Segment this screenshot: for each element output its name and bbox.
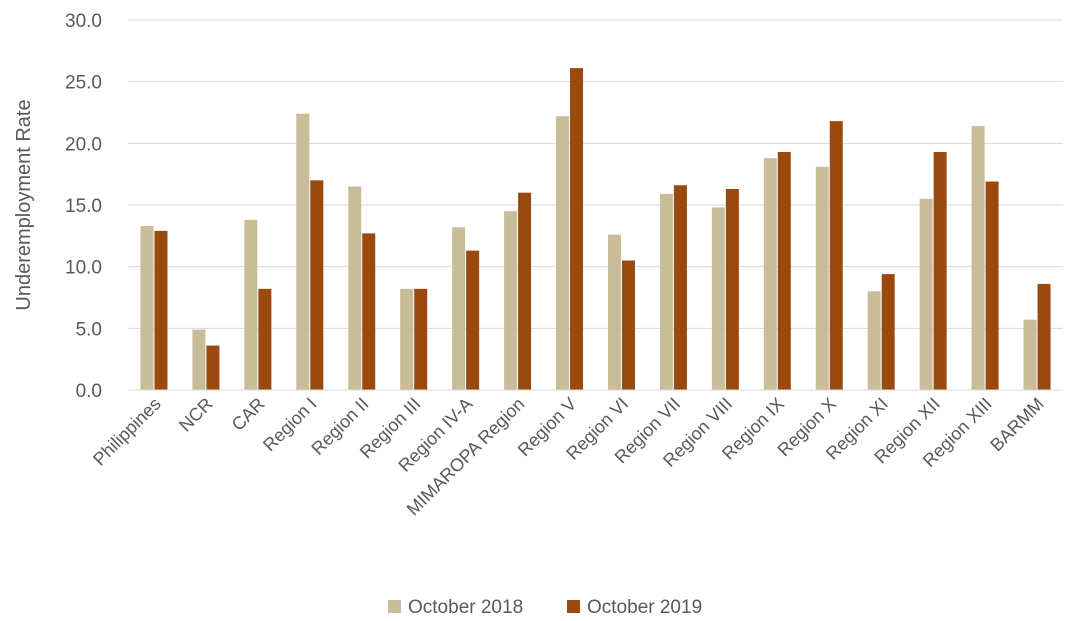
legend-label-october-2018: October 2018 bbox=[408, 597, 523, 618]
bar-ncr-series-1 bbox=[192, 329, 206, 390]
bar-region-iii-series-2 bbox=[414, 288, 428, 390]
y-tick-label: 30.0 bbox=[65, 11, 102, 32]
bar-region-xi-series-2 bbox=[881, 274, 895, 390]
bar-region-viii-series-2 bbox=[725, 188, 739, 390]
bar-region-xii-series-1 bbox=[919, 198, 933, 390]
bar-mimaropa-region-series-2 bbox=[518, 192, 532, 390]
bar-region-v-series-2 bbox=[570, 68, 584, 390]
bar-region-xiii-series-1 bbox=[971, 126, 985, 391]
bar-region-vi-series-2 bbox=[621, 260, 635, 390]
bar-barmm-series-1 bbox=[1023, 319, 1037, 390]
bar-philippines-series-1 bbox=[140, 225, 154, 390]
bar-region-iv-a-series-1 bbox=[452, 227, 466, 390]
x-tick-label: CAR bbox=[228, 394, 269, 435]
gridlines bbox=[128, 19, 1063, 329]
x-tick-label: BARMM bbox=[986, 394, 1048, 456]
bar-mimaropa-region-series-1 bbox=[504, 211, 518, 390]
y-tick-label: 10.0 bbox=[65, 258, 102, 279]
bar-region-xii-series-2 bbox=[933, 151, 947, 390]
x-tick-label: NCR bbox=[175, 394, 217, 436]
y-tick-label: 5.0 bbox=[76, 319, 102, 340]
bar-region-ii-series-1 bbox=[348, 186, 362, 390]
bar-region-i-series-1 bbox=[296, 113, 310, 390]
bar-philippines-series-2 bbox=[154, 230, 168, 390]
legend-swatch-october-2018 bbox=[388, 600, 401, 613]
bar-region-vii-series-2 bbox=[673, 185, 687, 390]
bar-region-xiii-series-2 bbox=[985, 181, 999, 390]
bar-region-vi-series-1 bbox=[607, 234, 621, 390]
bar-region-xi-series-1 bbox=[867, 291, 881, 390]
bar-region-ix-series-1 bbox=[763, 158, 777, 390]
bar-region-v-series-1 bbox=[556, 116, 570, 390]
bar-region-ix-series-2 bbox=[777, 151, 791, 390]
bar-car-series-1 bbox=[244, 219, 258, 390]
bar-barmm-series-2 bbox=[1037, 283, 1051, 390]
bar-region-viii-series-1 bbox=[711, 207, 725, 390]
bar-region-iii-series-1 bbox=[400, 288, 414, 390]
y-tick-label: 0.0 bbox=[76, 381, 102, 402]
y-tick-label: 25.0 bbox=[65, 73, 102, 94]
bar-region-i-series-2 bbox=[310, 180, 324, 390]
bar-region-x-series-2 bbox=[829, 121, 843, 390]
bar-region-x-series-1 bbox=[815, 166, 829, 390]
legend-swatch-october-2019 bbox=[567, 600, 580, 613]
legend-label-october-2019: October 2019 bbox=[587, 597, 702, 618]
bars bbox=[140, 68, 1051, 391]
bar-region-vii-series-1 bbox=[659, 193, 673, 390]
y-axis-title: Underemployment Rate bbox=[13, 99, 35, 310]
bar-car-series-2 bbox=[258, 288, 272, 390]
bar-region-ii-series-2 bbox=[362, 233, 376, 390]
y-axis-ticks: 0.0 5.0 10.0 15.0 20.0 25.0 30.0 bbox=[65, 11, 102, 402]
bar-region-iv-a-series-2 bbox=[466, 250, 480, 390]
x-tick-label: Philippines bbox=[89, 394, 165, 470]
y-tick-label: 15.0 bbox=[65, 196, 102, 217]
bar-ncr-series-2 bbox=[206, 345, 220, 390]
legend: October 2018 October 2019 bbox=[388, 597, 702, 618]
y-tick-label: 20.0 bbox=[65, 134, 102, 155]
